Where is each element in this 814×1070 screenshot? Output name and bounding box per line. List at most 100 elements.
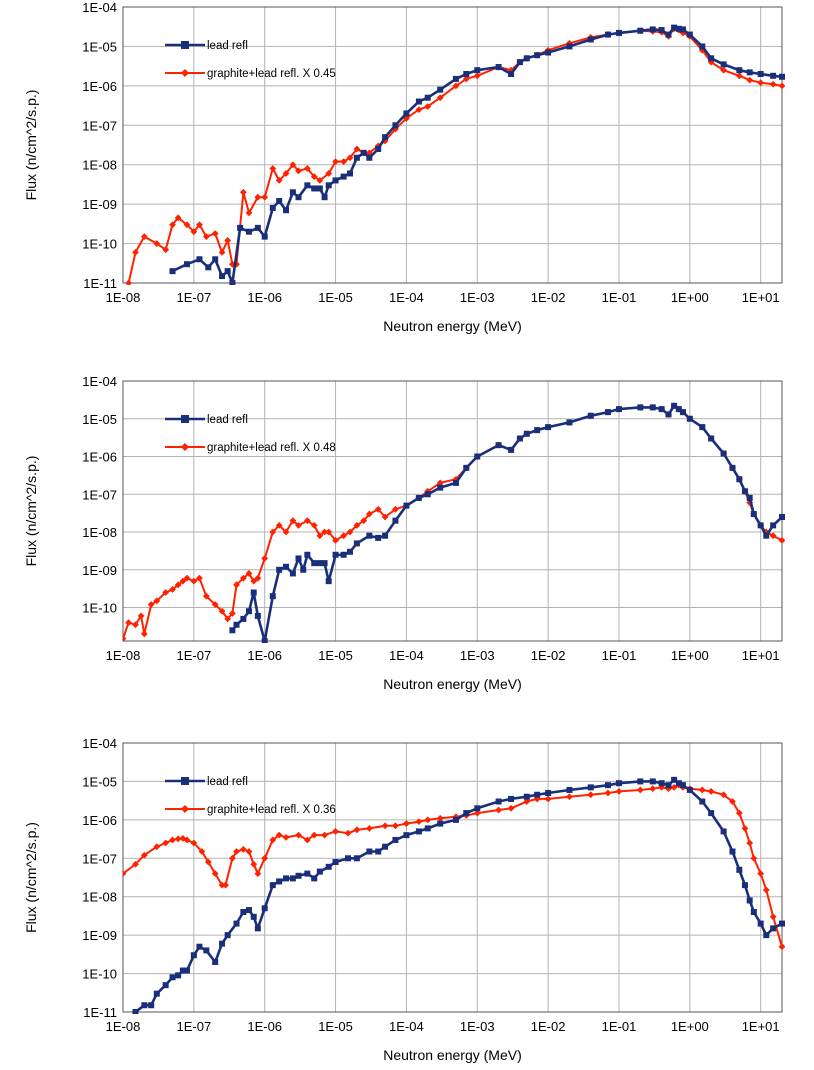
data-point <box>424 825 431 832</box>
data-point <box>261 854 269 862</box>
data-point <box>229 280 236 285</box>
data-point <box>254 612 261 619</box>
x-tick-label: 1E-04 <box>389 1019 424 1034</box>
data-point <box>729 798 736 805</box>
data-point <box>190 952 197 959</box>
data-point <box>162 589 170 596</box>
data-point <box>382 843 389 850</box>
data-point <box>304 182 311 189</box>
data-point <box>283 875 290 882</box>
data-point <box>778 82 785 90</box>
data-point <box>729 464 736 471</box>
data-point <box>508 795 515 802</box>
x-tick-label: 1E-07 <box>177 290 212 305</box>
y-tick-label: 1E-04 <box>82 0 117 15</box>
data-point <box>303 836 311 844</box>
x-tick-label: 1E-01 <box>602 648 637 663</box>
data-point <box>316 177 324 184</box>
y-tick-label: 1E-06 <box>82 79 117 94</box>
data-point <box>137 612 145 620</box>
data-point <box>196 943 203 950</box>
data-point <box>495 806 502 814</box>
x-tick-label: 1E-05 <box>318 290 353 305</box>
data-point <box>132 621 139 629</box>
data-point <box>346 528 354 536</box>
legend: lead refl graphite+lead refl. X 0.48 <box>165 414 336 454</box>
data-point <box>169 221 176 229</box>
data-point <box>196 574 203 582</box>
plot-area <box>123 381 782 641</box>
data-point <box>708 435 715 442</box>
data-point <box>183 221 191 229</box>
data-point <box>229 609 236 617</box>
legend-label: lead refl <box>207 776 248 788</box>
data-point <box>229 627 236 634</box>
data-point <box>392 836 399 843</box>
data-point <box>261 905 268 912</box>
y-tick-label: 1E-08 <box>82 525 117 540</box>
data-point <box>198 848 206 855</box>
data-point <box>332 828 339 835</box>
x-tick-label: 1E+01 <box>742 1019 780 1034</box>
data-point <box>245 209 253 217</box>
data-point <box>283 563 290 570</box>
data-point <box>741 882 748 889</box>
data-point <box>321 194 328 201</box>
data-point <box>534 791 541 798</box>
data-point <box>179 577 187 585</box>
data-point <box>708 810 715 817</box>
data-point <box>523 430 530 437</box>
x-tick-label: 1E-02 <box>531 290 566 305</box>
data-point <box>675 406 682 413</box>
data-point <box>222 881 229 889</box>
x-axis-label: Neutron energy (MeV) <box>383 318 522 334</box>
data-point <box>303 165 311 172</box>
data-point <box>233 621 240 628</box>
data-point <box>437 484 444 491</box>
data-point <box>212 256 219 263</box>
data-point <box>233 581 240 589</box>
data-point <box>507 804 515 812</box>
x-tick-label: 1E+01 <box>742 648 780 663</box>
data-point <box>240 615 247 622</box>
legend: lead refl graphite+lead refl. X 0.36 <box>165 776 336 816</box>
data-point <box>699 43 706 50</box>
data-point <box>746 494 753 501</box>
data-point <box>269 528 277 536</box>
data-point <box>203 947 210 954</box>
y-tick-label: 1E-11 <box>83 276 117 291</box>
data-point <box>325 863 332 870</box>
data-point <box>679 782 686 789</box>
data-point <box>153 597 161 605</box>
data-point <box>403 110 410 117</box>
data-point <box>289 570 296 577</box>
data-point <box>762 886 770 894</box>
data-point <box>183 261 190 268</box>
data-point <box>321 831 328 839</box>
data-point <box>544 795 552 803</box>
data-point <box>311 185 318 192</box>
y-tick-label: 1E-10 <box>82 967 117 982</box>
data-point <box>365 510 373 518</box>
x-tick-label: 1E-08 <box>106 648 141 663</box>
data-point <box>332 177 339 184</box>
data-point <box>304 870 311 877</box>
data-point <box>675 780 682 787</box>
data-point <box>254 193 262 201</box>
data-point <box>254 925 261 932</box>
data-point <box>237 224 244 231</box>
data-point <box>295 555 302 562</box>
legend-marker <box>181 69 189 77</box>
data-point <box>741 488 748 495</box>
series-lead-refl <box>169 24 785 285</box>
data-point <box>604 782 611 789</box>
data-point <box>746 76 754 84</box>
data-point <box>636 786 644 794</box>
data-point <box>769 913 777 921</box>
legend-label: lead refl <box>207 414 248 426</box>
plot-frame <box>122 742 783 1013</box>
y-tick-label: 1E-09 <box>82 928 117 943</box>
data-point <box>289 189 296 196</box>
data-point <box>250 913 257 920</box>
data-point <box>415 494 422 501</box>
